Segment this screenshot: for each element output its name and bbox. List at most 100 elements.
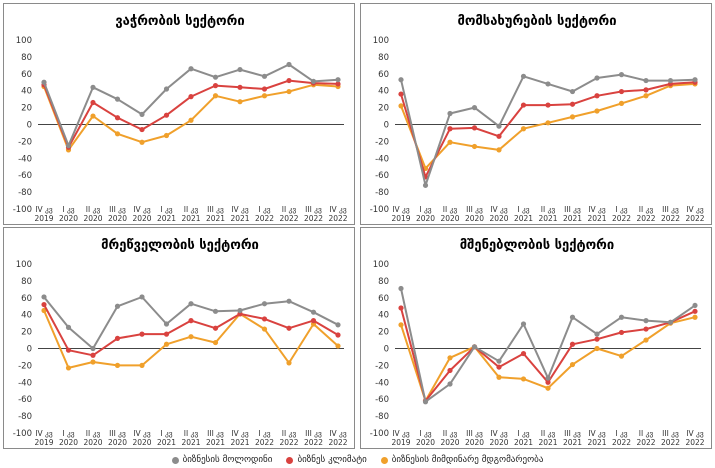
data-point-expectations (471, 105, 478, 111)
x-tick-label-year: 2021 (587, 438, 606, 447)
data-point-current (139, 362, 145, 368)
y-tick-label: 20 (378, 104, 389, 114)
x-tick-label-quarter: IV კვ (392, 205, 410, 214)
x-tick-label-quarter: III კვ (662, 429, 679, 438)
data-point-current (545, 120, 551, 126)
x-tick-label-quarter: I კვ (517, 205, 529, 214)
chart-panel-services: მომსახურების სექტორი 100 80 60 40 20 0 -20 -40 -6… (360, 3, 712, 225)
legend-label-climate: ბიზნეს კლიმატი (297, 455, 367, 465)
data-point-current (261, 326, 268, 332)
data-point-current (90, 113, 96, 119)
data-point-expectations (90, 345, 96, 352)
y-tick-label: -80 (375, 412, 389, 422)
data-point-current (398, 103, 404, 109)
y-tick-label: 40 (21, 311, 32, 321)
data-point-expectations (520, 73, 527, 79)
data-point-climate (212, 83, 219, 89)
data-point-expectations (41, 79, 47, 85)
legend-item-expectations: ბიზნესის მოლოდინი (171, 455, 272, 465)
chart-title: მშენებლობის სექტორი (460, 238, 614, 253)
x-tick-label-quarter: II კვ (541, 429, 556, 438)
y-tick-label: 100 (16, 36, 32, 46)
y-tick-label: -60 (18, 171, 32, 181)
x-tick-label-year: 2022 (304, 438, 323, 447)
data-point-climate (114, 115, 121, 121)
x-tick-label-quarter: IV კვ (490, 429, 508, 438)
x-tick-label-year: 2020 (132, 438, 151, 447)
legend-item-climate: ბიზნეს კლიმატი (286, 455, 367, 465)
data-point-climate (398, 91, 404, 97)
x-tick-label-year: 2020 (416, 438, 435, 447)
x-tick-label-quarter: II კვ (282, 205, 297, 214)
x-tick-label-quarter: II კვ (282, 429, 297, 438)
legend-label-current: ბიზნესის მიმდინარე მდგომარეობა (391, 455, 544, 465)
x-tick-label-quarter: IV კვ (686, 205, 704, 214)
x-tick-label-year: 2020 (132, 214, 151, 223)
data-point-climate (261, 86, 268, 92)
chart-panel-construction: მშენებლობის სექტორი 100 80 60 40 20 0 -20 -40 -60… (360, 227, 712, 449)
data-point-current (41, 307, 47, 314)
y-tick-label: -20 (18, 361, 32, 371)
y-tick-label: 80 (21, 277, 32, 287)
data-point-climate (398, 305, 404, 311)
data-point-expectations (261, 301, 268, 307)
x-tick-label-quarter: II კვ (86, 205, 101, 214)
data-point-current (188, 334, 194, 340)
x-tick-label-year: 2022 (328, 214, 347, 223)
y-tick-label: -20 (375, 361, 389, 371)
data-point-expectations (41, 294, 47, 300)
x-tick-label-quarter: IV კვ (392, 429, 410, 438)
y-tick-label: 60 (21, 70, 32, 80)
data-point-current (261, 93, 268, 99)
data-point-current (237, 99, 243, 105)
legend-item-current: ბიზნესის მიმდინარე მდგომარეობა (380, 455, 544, 465)
x-tick-label-quarter: IV კვ (490, 205, 508, 214)
x-tick-label-quarter: II კვ (184, 205, 199, 214)
data-point-expectations (618, 72, 625, 78)
x-tick-label-year: 2022 (304, 214, 323, 223)
data-point-current (90, 359, 96, 365)
data-point-current (692, 314, 698, 320)
data-point-expectations (422, 182, 429, 188)
x-tick-label-year: 2022 (661, 438, 680, 447)
data-point-climate (286, 325, 292, 331)
x-tick-label-quarter: IV კვ (588, 205, 606, 214)
x-tick-label-year: 2021 (181, 214, 200, 223)
data-point-expectations (545, 81, 551, 87)
data-point-expectations (398, 77, 404, 83)
data-point-climate (471, 125, 478, 131)
data-point-expectations (237, 307, 243, 314)
x-tick-label-year: 2021 (157, 438, 176, 447)
data-point-climate (139, 126, 145, 133)
data-point-expectations (212, 74, 219, 80)
chart-title: ვაჭრობის სექტორი (115, 14, 244, 29)
x-tick-label-year: 2019 (34, 214, 53, 223)
data-point-current (569, 114, 576, 120)
legend-marker-climate (286, 456, 294, 464)
data-point-expectations (90, 84, 96, 90)
x-tick-label-year: 2021 (181, 438, 200, 447)
x-tick-label-year: 2022 (685, 214, 704, 223)
y-tick-label: 20 (21, 328, 32, 338)
chart-manufacturing: მრეწველობის სექტორი 100 80 60 40 20 0 -20 -40 -60… (13, 238, 348, 447)
data-point-current (212, 93, 219, 99)
data-point-current (447, 139, 453, 145)
data-point-climate (212, 325, 219, 331)
x-tick-label-year: 2021 (514, 214, 533, 223)
data-point-expectations (65, 324, 72, 330)
data-point-expectations (520, 321, 527, 327)
data-point-climate (569, 341, 576, 347)
x-tick-label-year: 2020 (489, 438, 508, 447)
x-tick-label-quarter: IV კვ (588, 429, 606, 438)
x-tick-label-quarter: I კვ (62, 205, 74, 214)
data-point-expectations (471, 344, 478, 350)
x-tick-label-year: 2022 (255, 438, 274, 447)
legend-marker-current (380, 456, 388, 464)
y-tick-label: 60 (21, 294, 32, 304)
chart-services: მომსახურების სექტორი 100 80 60 40 20 0 -20 -40 -6… (370, 14, 705, 223)
data-point-expectations (496, 123, 502, 129)
data-point-expectations (188, 301, 194, 307)
data-point-climate (310, 318, 317, 324)
y-tick-label: 0 (384, 345, 389, 355)
y-tick-label: -100 (13, 205, 32, 215)
